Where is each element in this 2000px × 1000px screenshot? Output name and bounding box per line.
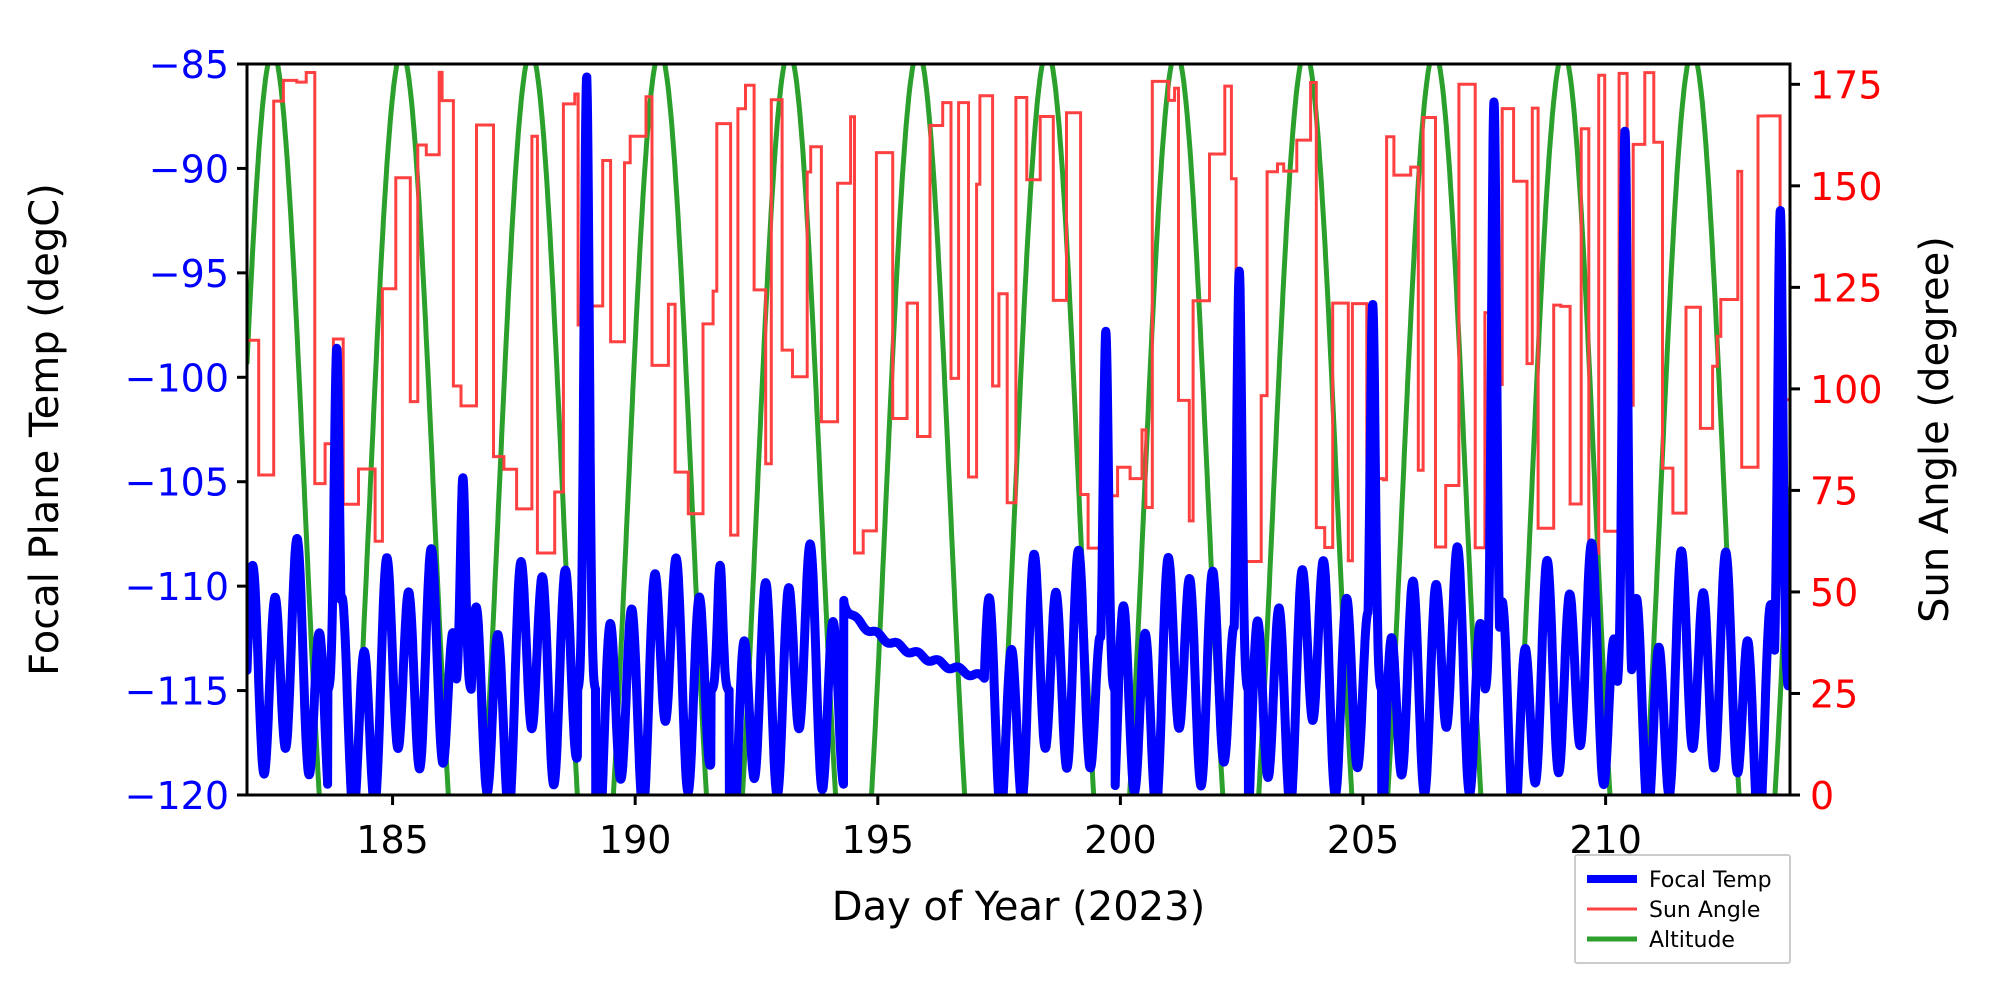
x-axis-label: Day of Year (2023)	[832, 884, 1205, 930]
y-tick-label-left: −110	[125, 565, 229, 609]
sun-angle-line	[247, 70, 1790, 563]
y-tick-label-left: −100	[125, 356, 229, 400]
y-tick-label-left: −85	[149, 43, 229, 87]
axes-layer: 185 190 195 200 205 210−120−115−110−105−100−9…	[22, 43, 1958, 930]
x-tick-label: 200	[1084, 818, 1157, 862]
y-tick-label-right: 150	[1810, 165, 1883, 209]
y-tick-label-right: 75	[1810, 469, 1858, 513]
legend-label: Altitude	[1649, 928, 1735, 953]
legend: Focal Temp Sun Angle Altitude	[1574, 854, 1791, 964]
legend-label: Sun Angle	[1649, 898, 1760, 923]
x-tick-label: 205	[1327, 818, 1400, 862]
axes-frame	[245, 62, 1792, 797]
y-tick-label-right: 50	[1810, 571, 1858, 615]
y-tick-label-right: 0	[1810, 774, 1834, 818]
x-tick-label: 195	[842, 818, 915, 862]
y-tick-label-left: −120	[125, 774, 229, 818]
y-tick-label-right: 100	[1810, 368, 1883, 412]
data-layer	[247, 64, 1790, 795]
y-tick-label-left: −105	[125, 461, 229, 505]
y-tick-label-right: 175	[1810, 63, 1883, 107]
y-axis-label-left: Focal Plane Temp (degC)	[22, 183, 68, 676]
altitude-line	[247, 64, 1790, 795]
y-axis-label-right: Sun Angle (degree)	[1912, 236, 1958, 623]
y-tick-label-left: −95	[149, 252, 229, 296]
focal-temp-line	[247, 72, 1790, 795]
x-tick-label: 190	[599, 818, 672, 862]
x-tick-label: 185	[356, 818, 429, 862]
y-tick-label-left: −115	[125, 670, 229, 714]
y-tick-label-right: 25	[1810, 672, 1858, 716]
legend-label: Focal Temp	[1649, 868, 1772, 893]
y-tick-label-right: 125	[1810, 266, 1883, 310]
y-tick-label-left: −90	[149, 147, 229, 191]
